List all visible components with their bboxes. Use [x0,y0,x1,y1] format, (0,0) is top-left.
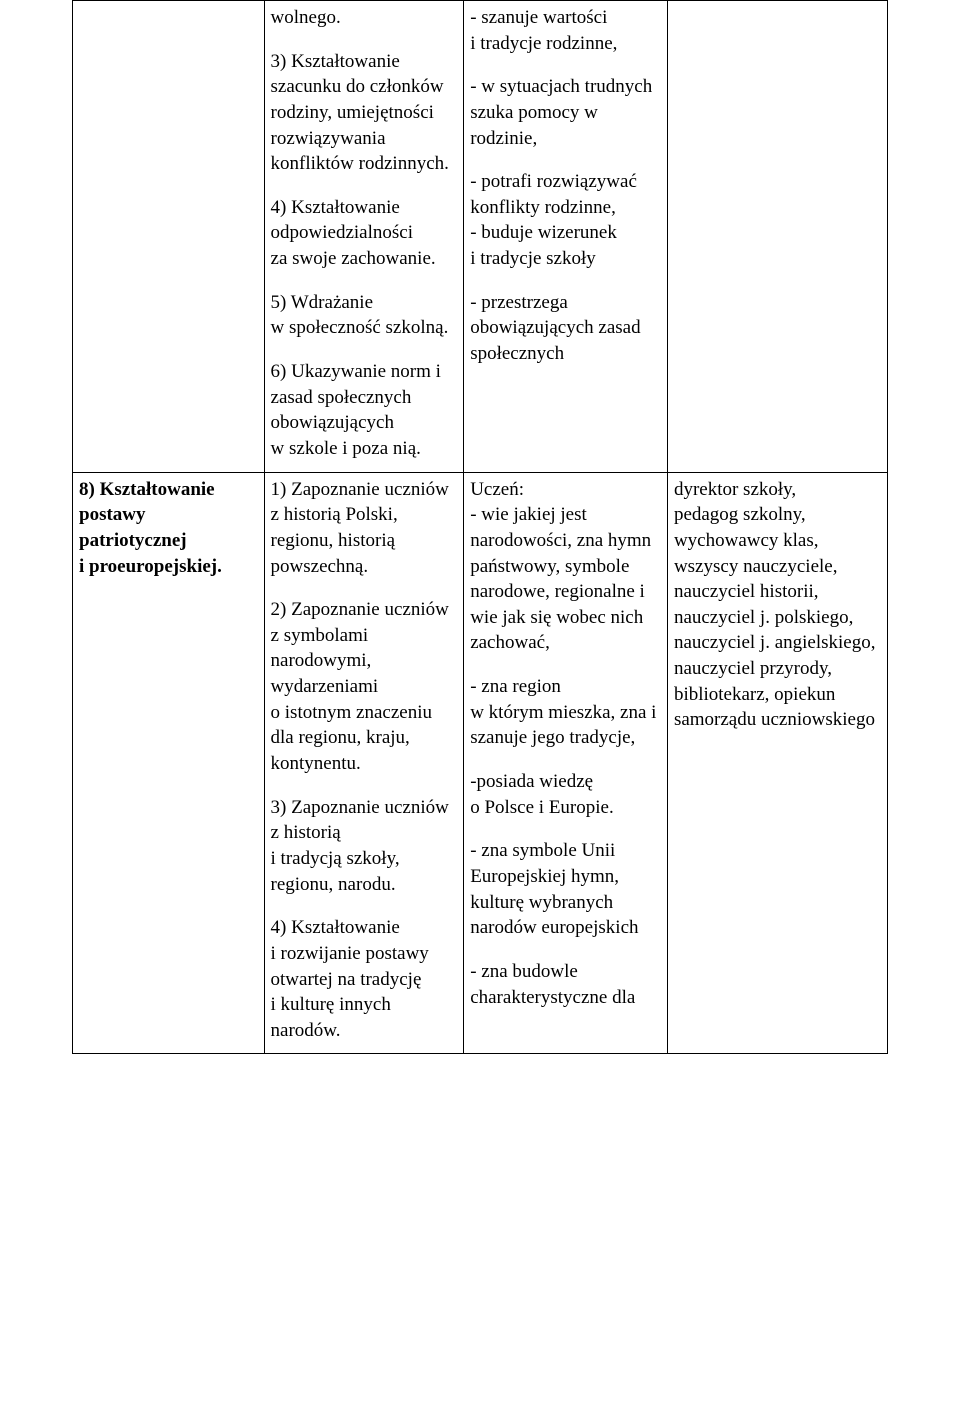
paragraph: - w sytuacjach trudnych szuka pomocy w r… [470,74,661,151]
paragraph: - przestrzega obowiązujących zasad społe… [470,290,661,367]
cell-r1-c4 [667,1,887,473]
paragraph: Uczeń: - wie jakiej jest narodowości, zn… [470,477,661,656]
cell-r2-c3: Uczeń: - wie jakiej jest narodowości, zn… [464,472,668,1054]
cell-r2-c1: 8) Kształtowanie postawy patriotycznej i… [73,472,265,1054]
paragraph: - zna symbole Unii Europejskiej hymn, ku… [470,838,661,941]
paragraph: - zna budowle charakterystyczne dla [470,959,661,1010]
cell-r2-c2: 1) Zapoznanie uczniów z historią Polski,… [264,472,464,1054]
curriculum-table: wolnego. 3) Kształtowanie szacunku do cz… [72,0,888,1054]
paragraph: 3) Zapoznanie uczniów z historią i trady… [271,795,458,898]
paragraph: 4) Kształtowanie i rozwijanie postawy ot… [271,915,458,1043]
paragraph: wolnego. [271,5,458,31]
cell-r1-c1 [73,1,265,473]
cell-r2-c4: dyrektor szkoły, pedagog szkolny, wychow… [667,472,887,1054]
paragraph: -posiada wiedzę o Polsce i Europie. [470,769,661,820]
paragraph: 1) Zapoznanie uczniów z historią Polski,… [271,477,458,580]
document-page: wolnego. 3) Kształtowanie szacunku do cz… [0,0,960,1054]
cell-r1-c2: wolnego. 3) Kształtowanie szacunku do cz… [264,1,464,473]
paragraph: - zna region w którym mieszka, zna i sza… [470,674,661,751]
paragraph: 2) Zapoznanie uczniów z symbolami narodo… [271,597,458,776]
paragraph: dyrektor szkoły, pedagog szkolny, wychow… [674,477,881,733]
paragraph: 5) Wdrażanie w społeczność szkolną. [271,290,458,341]
cell-r1-c3: - szanuje wartości i tradycje rodzinne, … [464,1,668,473]
paragraph: - szanuje wartości i tradycje rodzinne, [470,5,661,56]
table-row: wolnego. 3) Kształtowanie szacunku do cz… [73,1,888,473]
paragraph: 6) Ukazywanie norm i zasad społecznych o… [271,359,458,462]
paragraph: - potrafi rozwiązywać konflikty rodzinne… [470,169,661,272]
paragraph: 3) Kształtowanie szacunku do członków ro… [271,49,458,177]
row-heading: 8) Kształtowanie postawy patriotycznej i… [79,477,258,580]
table-row: 8) Kształtowanie postawy patriotycznej i… [73,472,888,1054]
paragraph: 4) Kształtowanie odpowiedzialności za sw… [271,195,458,272]
